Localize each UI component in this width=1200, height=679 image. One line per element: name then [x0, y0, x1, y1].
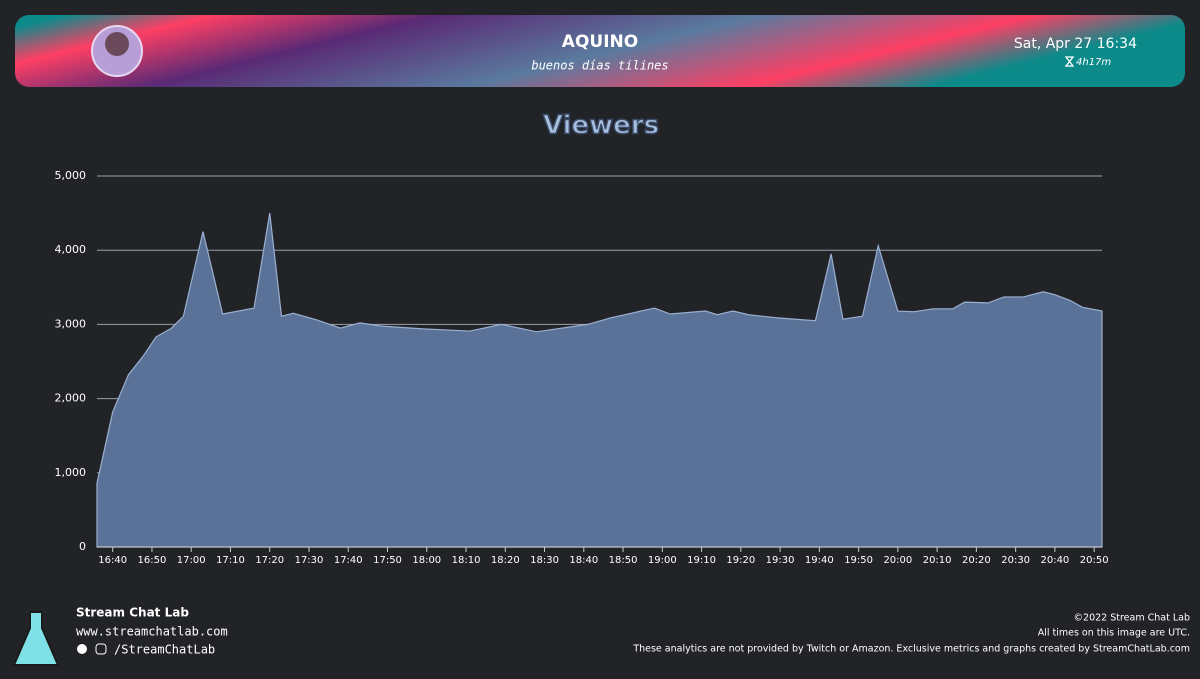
x-tick-label: 18:10: [452, 555, 481, 566]
x-tick-label: 19:30: [766, 555, 795, 566]
instagram-icon: [95, 643, 107, 655]
area: [96, 213, 1103, 548]
x-tick-label: 19:00: [648, 555, 677, 566]
hourglass-icon: [1064, 56, 1075, 67]
y-tick-label: 1,000: [55, 466, 87, 479]
x-tick-label: 16:40: [98, 555, 127, 566]
x-tick-label: 18:40: [569, 555, 598, 566]
x-tick-label: 19:40: [805, 555, 834, 566]
x-tick-label: 20:10: [923, 555, 952, 566]
x-tick-label: 17:20: [255, 555, 284, 566]
channel-name: AQUINO: [562, 32, 638, 52]
x-tick-label: 16:50: [138, 555, 167, 566]
copyright: ©2022 Stream Chat Lab: [1074, 613, 1190, 624]
y-tick-label: 3,000: [55, 317, 87, 330]
stream-date: Sat, Apr 27 16:34: [1014, 36, 1137, 52]
timezone-note: All times on this image are UTC.: [1038, 628, 1190, 639]
chart-title: Viewers: [543, 111, 659, 141]
x-tick-label: 20:00: [883, 555, 912, 566]
plot-area: 0 1,000 2,000 3,000 4,000 5,000 16:40 16:50 17:0…: [55, 169, 1109, 566]
x-tick-label: 20:40: [1040, 555, 1069, 566]
y-tick-label: 5,000: [55, 169, 87, 182]
brand-name: Stream Chat Lab: [76, 606, 189, 620]
stream-title: buenos días tilines: [531, 59, 668, 73]
y-tick-label: 2,000: [55, 392, 87, 405]
x-tick-label: 18:50: [609, 555, 638, 566]
x-tick-label: 18:00: [412, 555, 441, 566]
x-tick-label: 20:30: [1001, 555, 1030, 566]
x-tick-label: 17:30: [295, 555, 324, 566]
x-tick-label: 19:50: [844, 555, 873, 566]
x-tick-label: 17:10: [216, 555, 245, 566]
brand-handle: /StreamChatLab: [114, 643, 215, 657]
avatar-face: [105, 32, 129, 56]
x-tick-label: 19:10: [687, 555, 716, 566]
x-tick-label: 19:20: [726, 555, 755, 566]
x-tick-label: 18:20: [491, 555, 520, 566]
twitter-icon: [77, 644, 87, 654]
y-tick-label: 0: [79, 540, 86, 553]
logo: [12, 611, 60, 666]
header-banner: [15, 15, 1185, 87]
brand-url: www.streamchatlab.com: [76, 625, 228, 639]
y-tick-label: 4,000: [55, 243, 87, 256]
x-tick-label: 17:50: [373, 555, 402, 566]
x-tick-label: 18:30: [530, 555, 559, 566]
x-tick-label: 20:50: [1080, 555, 1109, 566]
disclaimer: These analytics are not provided by Twit…: [632, 644, 1190, 655]
stream-duration: 4h17m: [1076, 57, 1111, 68]
x-tick-label: 17:00: [177, 555, 206, 566]
x-tick-label: 20:20: [962, 555, 991, 566]
x-tick-label: 17:40: [334, 555, 363, 566]
